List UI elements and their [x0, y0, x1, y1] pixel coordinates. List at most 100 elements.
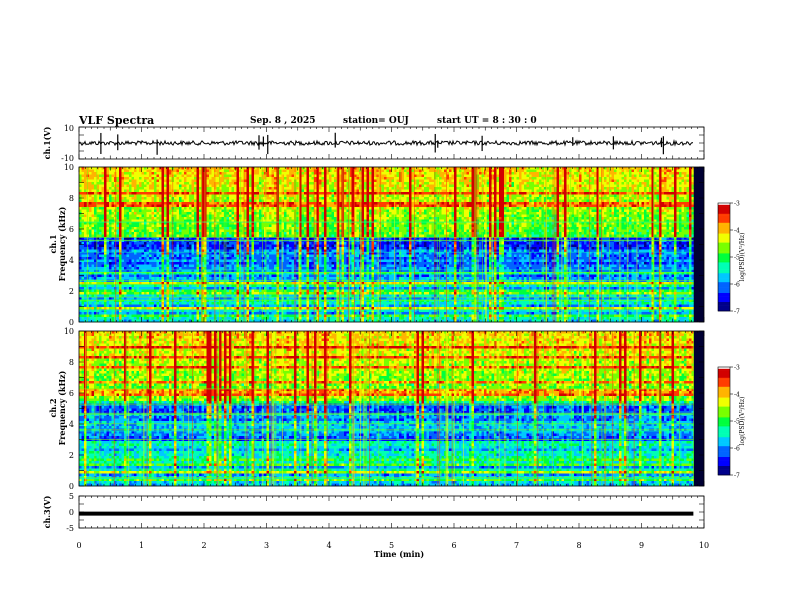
spectrogram-cell [112, 210, 115, 213]
spectrogram-cell [117, 190, 120, 193]
spectrogram-cell [92, 262, 95, 265]
spectrogram-cell [99, 242, 102, 245]
spectrogram-cell [122, 267, 125, 270]
spectrogram-cell [134, 192, 137, 195]
spectrogram-cell [134, 172, 137, 175]
spectrogram-cell [129, 302, 132, 305]
spectrogram-cell [112, 175, 115, 178]
spectrogram-cell [134, 245, 137, 248]
spectrogram-cell [119, 302, 122, 305]
spectrogram-cell [109, 187, 112, 190]
spectrogram-cell [79, 207, 82, 210]
spectrogram-cell [92, 255, 95, 258]
spectrogram-cell [112, 195, 115, 198]
spectrogram-cell [107, 255, 110, 258]
spectrogram-cell [107, 187, 110, 190]
spectrogram-cell [84, 255, 87, 258]
spectrogram-cell [107, 212, 110, 215]
spectrogram-cell [107, 182, 110, 185]
spectrogram-cell [129, 217, 132, 220]
spectrogram-cell [122, 287, 125, 290]
spectrogram-cell [79, 312, 82, 315]
spectrogram-cell [104, 257, 107, 260]
spectrogram-cell [107, 215, 110, 218]
spectrogram-cell [134, 247, 137, 250]
spectrogram-cell [102, 215, 105, 218]
spectrogram-cell [124, 202, 127, 205]
spectrogram-cell [129, 215, 132, 218]
spectrogram-cell [109, 197, 112, 200]
spectrogram-cell [94, 275, 97, 278]
spectrogram-cell [127, 207, 130, 210]
spectrogram-cell [84, 275, 87, 278]
spectrogram-cell [94, 267, 97, 270]
spectrogram-cell [92, 200, 95, 203]
spectrogram-cell [124, 312, 127, 315]
spectrogram-cell [124, 317, 127, 320]
spectrogram-cell [112, 260, 115, 263]
spectrogram-cell [79, 247, 82, 250]
spectrogram-cell [89, 190, 92, 193]
spectrogram-cell [132, 290, 135, 293]
spectrogram-cell [107, 312, 110, 315]
spectrogram-cell [129, 195, 132, 198]
spectrogram-cell [89, 210, 92, 213]
spectrogram-cell [117, 317, 120, 320]
spectrogram-cell [79, 197, 82, 200]
spectrogram-cell [132, 215, 135, 218]
spectrogram-cell [119, 172, 122, 175]
spectrogram-cell [89, 275, 92, 278]
spectrogram-cell [119, 285, 122, 288]
spectrogram-cell [124, 227, 127, 230]
spectrogram-cell [107, 190, 110, 193]
spectrogram-cell [107, 192, 110, 195]
spectrogram-cell [127, 185, 130, 188]
spectrogram-cell [107, 200, 110, 203]
spectrogram-cell [107, 235, 110, 238]
spectrogram-cell [129, 262, 132, 265]
spectrogram-cell [127, 305, 130, 308]
spectrogram-cell [84, 200, 87, 203]
spectrogram-cell [134, 210, 137, 213]
spectrogram-cell [117, 200, 120, 203]
spectrogram-cell [94, 317, 97, 320]
spectrogram-cell [89, 312, 92, 315]
spectrogram-cell [82, 292, 85, 295]
spectrogram-cell [124, 290, 127, 293]
spectrogram-cell [94, 292, 97, 295]
spectrogram-cell [109, 232, 112, 235]
spectrogram-cell [89, 245, 92, 248]
spectrogram-cell [94, 307, 97, 310]
spectrogram-cell [89, 265, 92, 268]
spectrogram-cell [132, 317, 135, 320]
spectrogram-cell [107, 285, 110, 288]
spectrogram-cell [109, 182, 112, 185]
spectrogram-cell [112, 170, 115, 173]
spectrogram-cell [104, 232, 107, 235]
spectrogram-cell [129, 292, 132, 295]
spectrogram-cell [119, 232, 122, 235]
spectrogram-cell [122, 305, 125, 308]
spectrogram-cell [117, 175, 120, 178]
spectrogram-cell [109, 287, 112, 290]
spectrogram-cell [112, 305, 115, 308]
spectrogram-cell [129, 290, 132, 293]
spectrogram-cell [104, 230, 107, 233]
spectrogram-cell [104, 225, 107, 228]
spectrogram-cell [79, 307, 82, 310]
spectrogram-cell [134, 255, 137, 258]
spectrogram-cell [122, 235, 125, 238]
spectrogram-cell [94, 290, 97, 293]
spectrogram-cell [84, 305, 87, 308]
spectrogram-cell [79, 267, 82, 270]
spectrogram-cell [132, 247, 135, 250]
spectrogram-cell [132, 287, 135, 290]
date-label: Sep. 8 , 2025 [250, 116, 316, 126]
spectrogram-cell [89, 197, 92, 200]
spectrogram-cell [92, 245, 95, 248]
spectrogram-cell [124, 242, 127, 245]
spectrogram-cell [92, 307, 95, 310]
spectrogram-cell [117, 257, 120, 260]
spectrogram-cell [107, 287, 110, 290]
spectrogram-cell [102, 312, 105, 315]
